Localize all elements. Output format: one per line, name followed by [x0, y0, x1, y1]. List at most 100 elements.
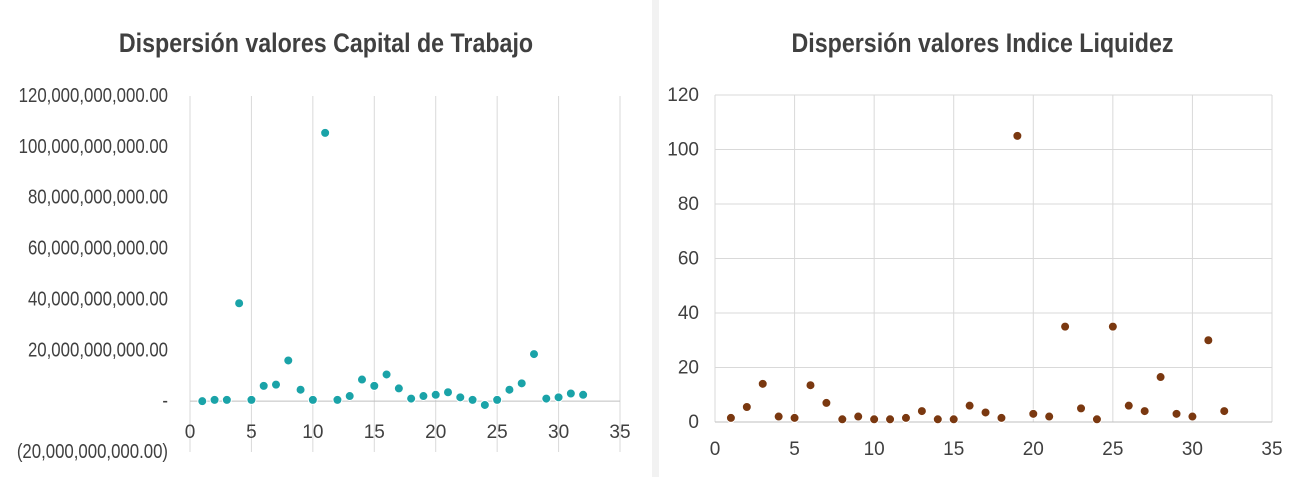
data-point: [773, 411, 784, 422]
data-point: [916, 406, 927, 417]
y-tick-label: 40,000,000,000.00: [28, 287, 168, 310]
data-point: [964, 400, 975, 411]
data-point: [295, 384, 306, 395]
data-point: [283, 355, 294, 366]
data-point: [479, 399, 490, 410]
data-point: [932, 414, 943, 425]
y-tick-label: 100: [667, 140, 699, 161]
x-tick-label: 25: [487, 422, 508, 443]
x-tick-label: 10: [864, 439, 885, 460]
x-tick-label: 5: [789, 439, 800, 460]
data-point: [332, 394, 343, 405]
data-point: [885, 414, 896, 425]
y-tick-label: 80,000,000,000.00: [28, 185, 168, 208]
data-point: [455, 392, 466, 403]
data-point: [430, 389, 441, 400]
scatter-plot-indice-liquidez: 0 20 40 60 80 100 120 0 5 10 15 20 25 30 35: [667, 85, 1282, 460]
data-point: [344, 391, 355, 402]
y-tick-label: 20: [678, 358, 699, 379]
data-point: [197, 396, 208, 407]
data-point: [1044, 411, 1055, 422]
data-point: [1107, 321, 1118, 332]
data-point: [553, 392, 564, 403]
data-point: [258, 380, 269, 391]
data-point: [1076, 403, 1087, 414]
y-tick-label: 0: [688, 412, 699, 433]
y-tick-label: 120,000,000,000.00: [19, 84, 168, 107]
y-tick-label: 60,000,000,000.00: [28, 236, 168, 259]
data-point: [837, 414, 848, 425]
data-point: [821, 397, 832, 408]
data-point: [529, 349, 539, 360]
scatter-plot-capital-trabajo: (20,000,000,000.00) - 20,000,000,000.00 40,…: [17, 84, 631, 463]
x-tick-label: 20: [1023, 439, 1044, 460]
data-point: [1219, 406, 1230, 417]
x-tick-label: 10: [302, 422, 323, 443]
data-point: [996, 412, 1007, 423]
data-point: [980, 407, 991, 418]
data-point: [418, 391, 429, 402]
y-tick-label: 40: [678, 303, 699, 324]
data-point: [725, 412, 736, 423]
data-point: [234, 298, 245, 309]
x-tick-label: 0: [710, 439, 721, 460]
y-tick-label: (20,000,000,000.00): [17, 440, 168, 463]
data-point: [369, 380, 380, 391]
data-point: [516, 378, 527, 389]
data-point: [565, 388, 576, 399]
data-point: [1060, 321, 1071, 332]
x-tick-label: 30: [548, 422, 569, 443]
data-point: [1155, 372, 1166, 383]
data-point: [221, 394, 232, 405]
data-point: [948, 414, 959, 425]
y-tick-label: 120: [667, 85, 699, 106]
x-tick-label: 15: [364, 422, 385, 443]
data-point: [1123, 400, 1134, 411]
data-point: [406, 393, 417, 404]
data-point: [541, 393, 552, 404]
x-tick-label: 25: [1102, 439, 1123, 460]
y-tick-label: -: [162, 389, 168, 412]
data-point: [1187, 411, 1198, 422]
data-point: [757, 378, 768, 389]
data-point: [381, 369, 392, 380]
data-point: [789, 412, 800, 423]
data-point: [320, 127, 331, 138]
y-tick-label: 80: [678, 194, 699, 215]
data-point: [1012, 130, 1023, 141]
data-point: [1139, 406, 1150, 417]
data-point: [271, 379, 281, 390]
y-tick-label: 20,000,000,000.00: [28, 338, 168, 361]
data-point: [741, 402, 752, 413]
y-tick-label: 60: [678, 249, 699, 270]
x-tick-label: 5: [246, 422, 257, 443]
data-point: [805, 380, 816, 391]
data-point: [869, 414, 880, 425]
data-point: [578, 389, 589, 400]
chart-title: Dispersión valores Indice Liquidez: [791, 28, 1174, 58]
data-point: [900, 412, 911, 423]
data-point: [467, 394, 478, 405]
data-point: [209, 394, 220, 405]
data-point: [443, 387, 453, 398]
x-tick-label: 15: [943, 439, 964, 460]
chart-panel-indice-liquidez: Dispersión valores Indice Liquidez 0 20 40…: [659, 0, 1306, 477]
x-tick-label: 20: [425, 422, 446, 443]
data-point: [853, 411, 864, 422]
y-tick-label: 100,000,000,000.00: [19, 134, 168, 157]
data-point: [492, 394, 503, 405]
x-tick-label: 30: [1182, 439, 1203, 460]
data-point: [1171, 408, 1182, 419]
data-point: [1203, 335, 1214, 346]
data-point: [1091, 414, 1102, 425]
data-point: [393, 383, 404, 394]
data-point: [1028, 408, 1039, 419]
x-tick-label: 35: [1261, 439, 1282, 460]
data-point: [504, 384, 515, 395]
x-tick-label: 0: [185, 422, 196, 443]
data-point: [307, 394, 318, 405]
chart-panel-capital-trabajo: Dispersión valores Capital de Trabajo (2…: [0, 0, 652, 477]
data-point: [357, 374, 367, 385]
data-point: [246, 394, 257, 405]
x-tick-label: 35: [609, 422, 630, 443]
